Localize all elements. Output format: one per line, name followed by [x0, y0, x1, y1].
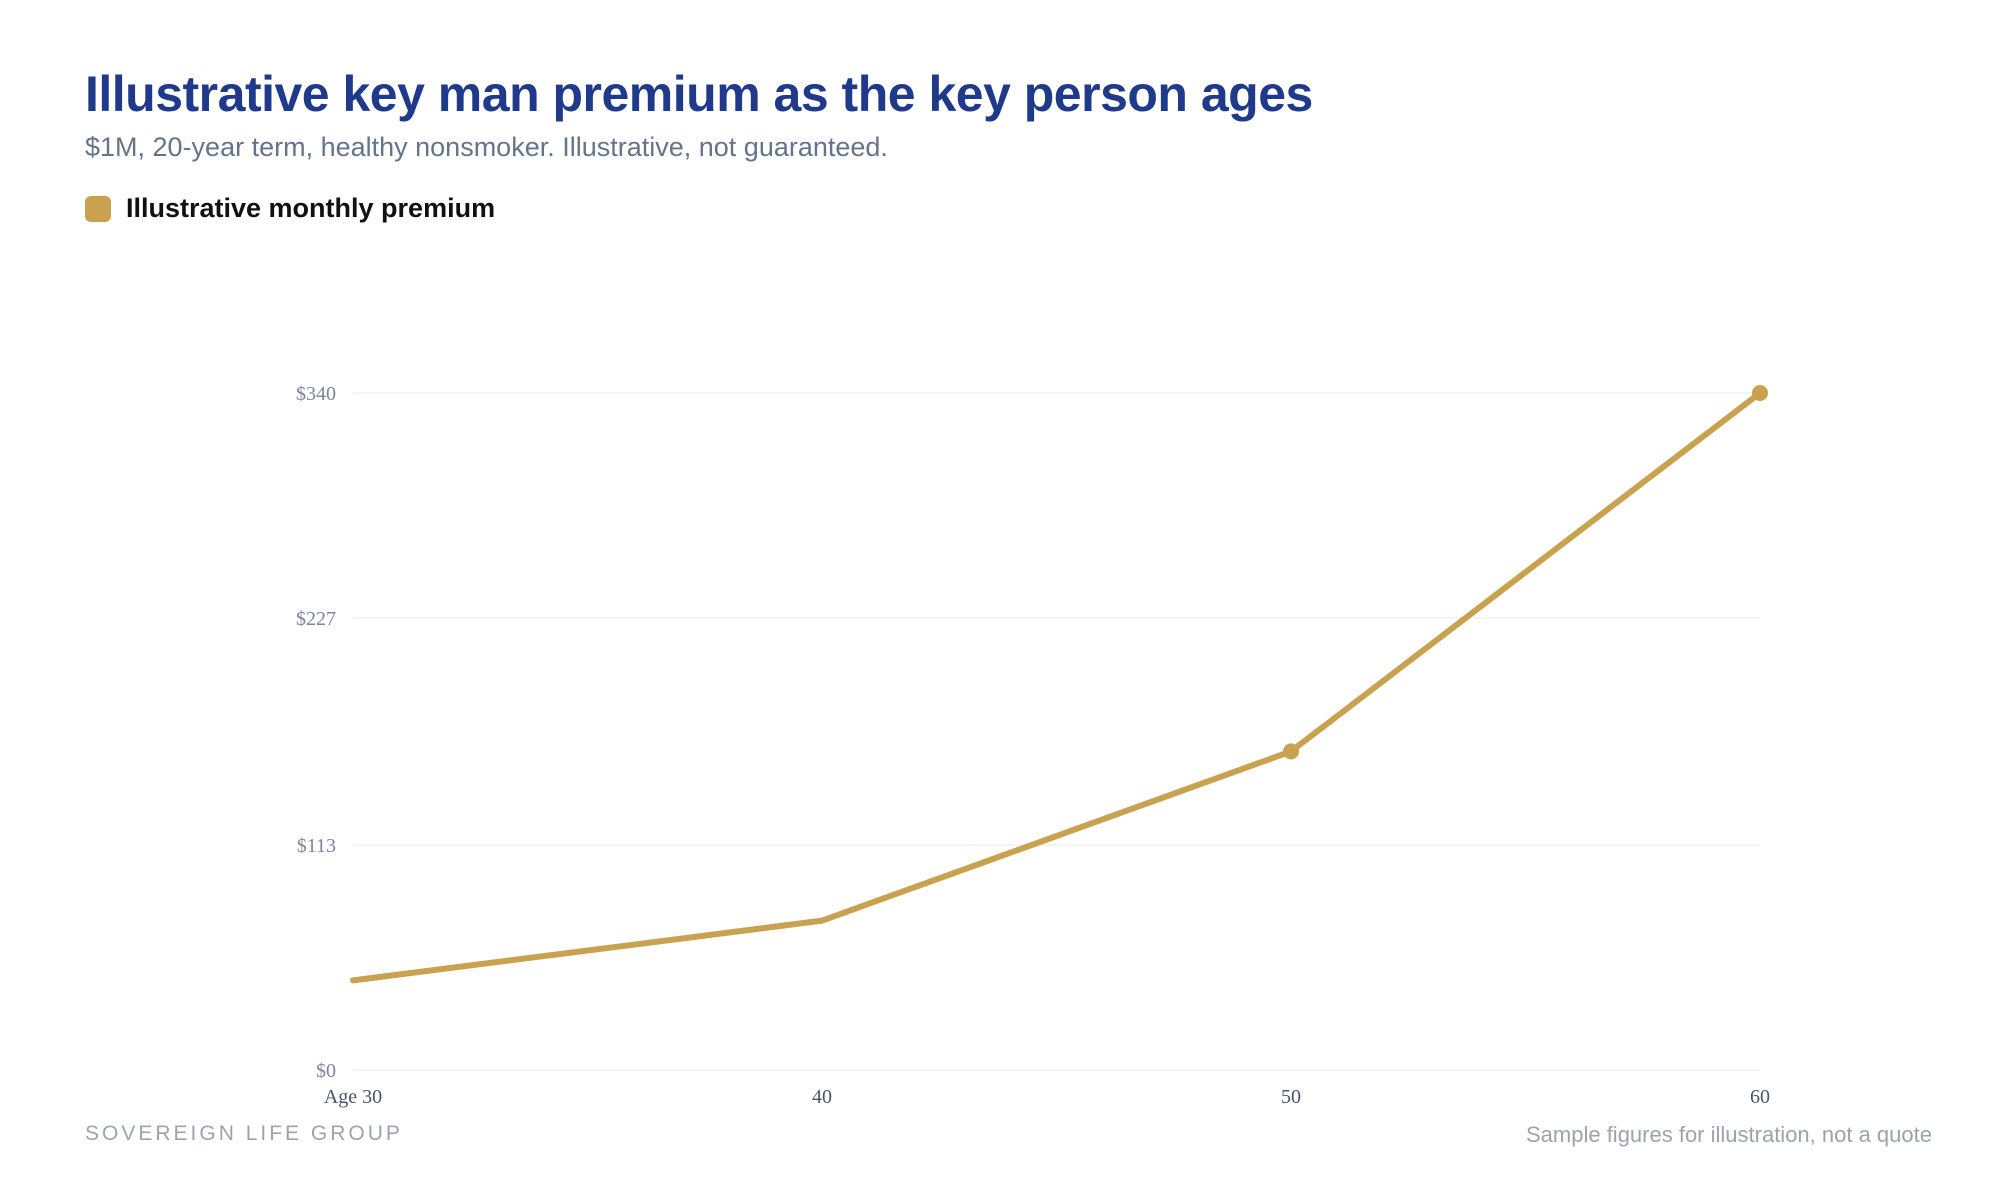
y-tick-label: $340: [296, 383, 336, 405]
x-tick-label: 50: [1281, 1086, 1301, 1108]
y-axis-ticks: $0 $113 $227 $340: [296, 383, 336, 1082]
legend-swatch: [85, 195, 111, 222]
x-axis-ticks: Age 30 40 50 60: [324, 1086, 1770, 1108]
legend-label: Illustrative monthly premium: [126, 193, 496, 223]
series-line: [350, 390, 1763, 984]
series-layer: [350, 385, 1768, 984]
y-tick-label: $227: [296, 608, 336, 630]
data-point: [1283, 743, 1299, 760]
footer-note: Sample figures for illustration, not a q…: [1525, 1122, 1932, 1147]
y-tick-label: $0: [316, 1060, 336, 1082]
chart-title: Illustrative key man premium as the key …: [85, 66, 1313, 122]
x-tick-label: 60: [1750, 1086, 1770, 1108]
footer-brand: SOVEREIGN LIFE GROUP: [85, 1122, 403, 1145]
gridlines: [353, 392, 1760, 1071]
chart-subtitle: $1M, 20-year term, healthy nonsmoker. Il…: [85, 132, 888, 162]
legend: Illustrative monthly premium: [85, 193, 495, 224]
y-tick-label: $113: [297, 835, 336, 857]
x-tick-label: Age 30: [324, 1086, 382, 1108]
x-tick-label: 40: [812, 1086, 832, 1108]
data-point: [1752, 385, 1768, 401]
